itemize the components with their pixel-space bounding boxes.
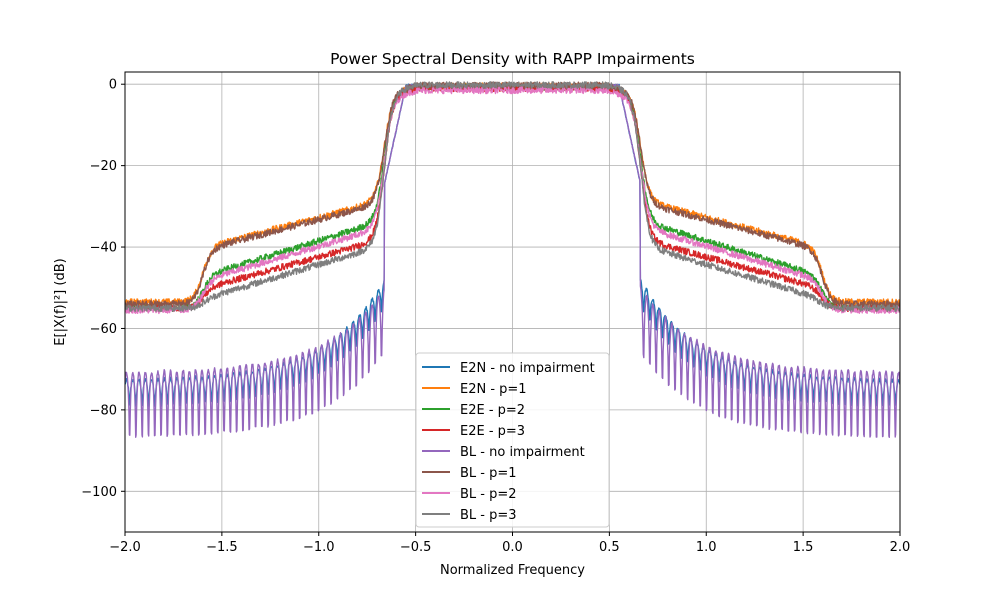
x-tick-label: −1.0: [303, 540, 335, 555]
x-tick-label: 0.0: [502, 540, 523, 555]
x-axis-title: Normalized Frequency: [440, 563, 585, 578]
series-line-7: [125, 86, 900, 315]
chart-title: Power Spectral Density with RAPP Impairm…: [330, 50, 695, 68]
legend-label: BL - no impairment: [460, 445, 585, 460]
y-tick-label: 0: [109, 78, 117, 93]
x-tick-label: 1.5: [793, 540, 814, 555]
y-tick-label: −80: [90, 403, 117, 418]
y-tick-label: −40: [90, 241, 117, 256]
y-tick-label: −20: [90, 159, 117, 174]
legend-label: E2N - no impairment: [460, 361, 595, 376]
x-axis-ticks: −2.0 −1.5 −1.0 −0.5 0.0 0.5 1.0 1.5 2.0: [109, 532, 910, 555]
legend-label: BL - p=1: [460, 466, 517, 481]
x-tick-label: −0.5: [400, 540, 432, 555]
legend-label: E2N - p=1: [460, 382, 527, 397]
y-axis-ticks: 0 −20 −40 −60 −80 −100: [81, 78, 125, 500]
x-tick-label: −1.5: [206, 540, 238, 555]
series-layer: [125, 81, 900, 438]
legend-label: BL - p=2: [460, 487, 517, 502]
x-tick-label: 0.5: [599, 540, 620, 555]
series-line-8: [125, 81, 900, 312]
legend-label: BL - p=3: [460, 508, 517, 523]
x-tick-label: −2.0: [109, 540, 141, 555]
legend: E2N - no impairment E2N - p=1 E2E - p=2 E2E…: [415, 352, 610, 528]
x-tick-label: 2.0: [890, 540, 911, 555]
x-tick-label: 1.0: [696, 540, 717, 555]
legend-label: E2E - p=2: [460, 403, 525, 418]
legend-box: [415, 352, 610, 528]
y-axis-title: E[|X(f)|²] (dB): [53, 258, 68, 345]
legend-label: E2E - p=3: [460, 424, 525, 439]
y-tick-label: −60: [90, 322, 117, 337]
y-tick-label: −100: [81, 485, 117, 500]
